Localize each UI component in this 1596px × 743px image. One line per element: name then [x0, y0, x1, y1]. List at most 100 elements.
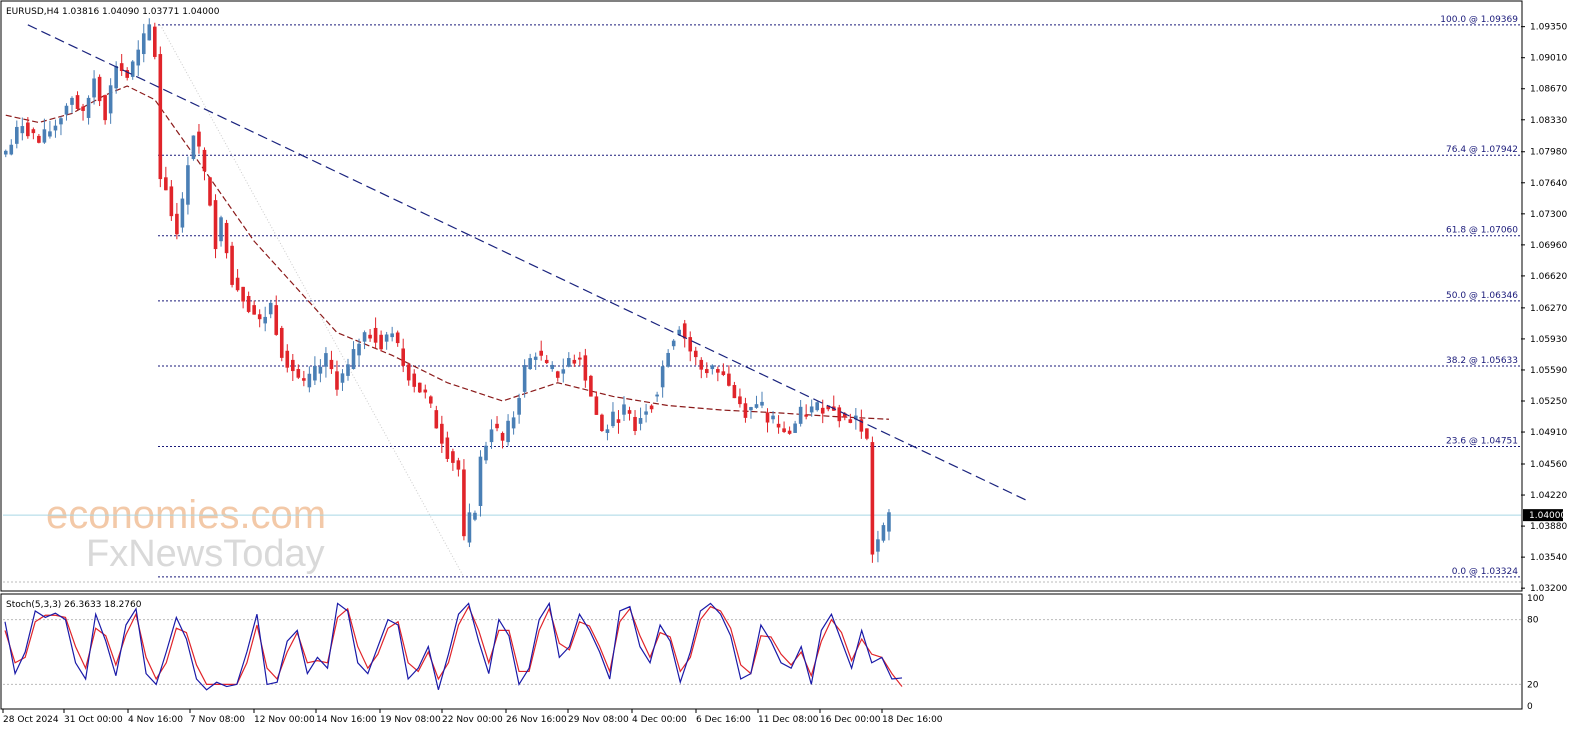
- candle-body: [793, 423, 797, 433]
- candle-body: [533, 356, 538, 360]
- time-axis: 28 Oct 2024 31 Oct 00:00 4 Nov 16:00 7 Nov …: [2, 709, 943, 725]
- candle-body: [859, 419, 864, 432]
- candle-body: [274, 305, 279, 335]
- candle-body: [809, 406, 814, 413]
- candle-body: [302, 378, 306, 381]
- candle-body: [186, 165, 190, 205]
- candle-body: [445, 437, 450, 459]
- candle-body: [583, 355, 588, 381]
- fib-level-label: 50.0 @ 1.06346: [1446, 291, 1518, 301]
- candle-body: [544, 359, 549, 364]
- candle-body: [15, 126, 19, 144]
- candle-body: [9, 144, 14, 155]
- candle-body: [153, 26, 157, 57]
- time-tick-label: 22 Nov 00:00: [442, 715, 503, 725]
- current-price-label: 1.04000: [1529, 511, 1566, 521]
- candle-body: [528, 358, 532, 370]
- candle-body: [434, 410, 439, 429]
- candle-body: [456, 460, 461, 470]
- candle-body: [738, 396, 742, 405]
- candle-body: [462, 469, 466, 537]
- candle-body: [473, 512, 477, 520]
- candle-body: [368, 334, 372, 339]
- price-tick-label: 1.08670: [1530, 85, 1567, 95]
- candle-body: [169, 186, 174, 217]
- candle-body: [881, 525, 886, 541]
- candle-body: [59, 118, 63, 125]
- candle-body: [235, 277, 240, 291]
- candle-body: [213, 200, 218, 250]
- stoch-tick-label: 0: [1527, 702, 1533, 712]
- candle-body: [307, 373, 312, 388]
- candle-body: [357, 343, 361, 356]
- candle-body: [622, 404, 626, 415]
- price-tick-label: 1.08330: [1530, 116, 1567, 126]
- candle-body: [743, 403, 748, 418]
- candle-body: [572, 359, 577, 364]
- candle-body: [324, 353, 328, 367]
- candle-body: [611, 411, 615, 427]
- candle-body: [119, 63, 124, 72]
- candle-body: [843, 413, 847, 418]
- candle-body: [136, 49, 141, 66]
- candle-body: [671, 340, 676, 347]
- candle-body: [197, 131, 201, 147]
- candle-body: [798, 406, 803, 424]
- candle-body: [268, 302, 273, 315]
- fibonacci-layer: 100.0 @ 1.09369 76.4 @ 1.07942 61.8 @ 1.07…: [3, 15, 1521, 583]
- candle-body: [627, 410, 632, 414]
- candle-body: [335, 371, 339, 390]
- candles-layer: [3, 18, 891, 563]
- time-tick-label: 18 Dec 16:00: [882, 715, 943, 725]
- candle-body: [440, 423, 444, 444]
- fib-level-label: 23.6 @ 1.04751: [1446, 437, 1518, 447]
- candle-body: [489, 429, 494, 443]
- candle-body: [346, 364, 350, 376]
- candle-body: [578, 357, 582, 360]
- candle-body: [589, 375, 593, 397]
- candle-body: [64, 105, 69, 115]
- price-tick-label: 1.09350: [1530, 23, 1567, 33]
- stoch-tick-label: 100: [1527, 594, 1544, 604]
- price-tick-label: 1.04910: [1530, 428, 1567, 438]
- candle-body: [42, 129, 47, 143]
- candle-body: [749, 407, 753, 411]
- candle-body: [313, 365, 317, 381]
- candle-body: [92, 78, 96, 98]
- time-tick-label: 4 Nov 16:00: [128, 715, 183, 725]
- candle-body: [401, 348, 405, 366]
- candle-body: [70, 97, 74, 105]
- candle-body: [754, 404, 759, 408]
- candle-body: [219, 217, 223, 242]
- time-tick-label: 31 Oct 00:00: [64, 715, 123, 725]
- price-tick-label: 1.06270: [1530, 304, 1567, 314]
- watermark-fxnewstoday: FxNewsToday: [86, 533, 325, 575]
- candle-body: [600, 414, 604, 431]
- candle-body: [97, 76, 102, 102]
- candle-body: [760, 401, 764, 406]
- price-tick-label: 1.07640: [1530, 179, 1567, 189]
- stoch-main-line: [4, 601, 903, 691]
- candle-body: [876, 539, 880, 552]
- candle-body: [180, 198, 185, 228]
- candle-body: [20, 126, 25, 134]
- candle-body: [699, 359, 704, 370]
- candle-body: [644, 411, 648, 415]
- candle-body: [412, 373, 417, 387]
- candle-body: [765, 412, 770, 423]
- price-axis: 1.09350 1.09010 1.08670 1.08330 1.07980 1.076…: [1521, 23, 1567, 594]
- candle-body: [511, 417, 516, 429]
- candle-body: [191, 135, 196, 160]
- candle-body: [638, 418, 643, 424]
- candle-body: [257, 314, 262, 320]
- candle-body: [224, 222, 229, 254]
- candle-body: [202, 149, 207, 172]
- candle-body: [384, 334, 389, 342]
- candle-body: [423, 389, 428, 393]
- candle-body: [147, 24, 152, 41]
- candle-body: [164, 177, 168, 191]
- price-tick-label: 1.06620: [1530, 272, 1567, 282]
- candle-body: [373, 327, 378, 343]
- moving-average-line: [5, 85, 889, 420]
- candle-body: [567, 358, 571, 367]
